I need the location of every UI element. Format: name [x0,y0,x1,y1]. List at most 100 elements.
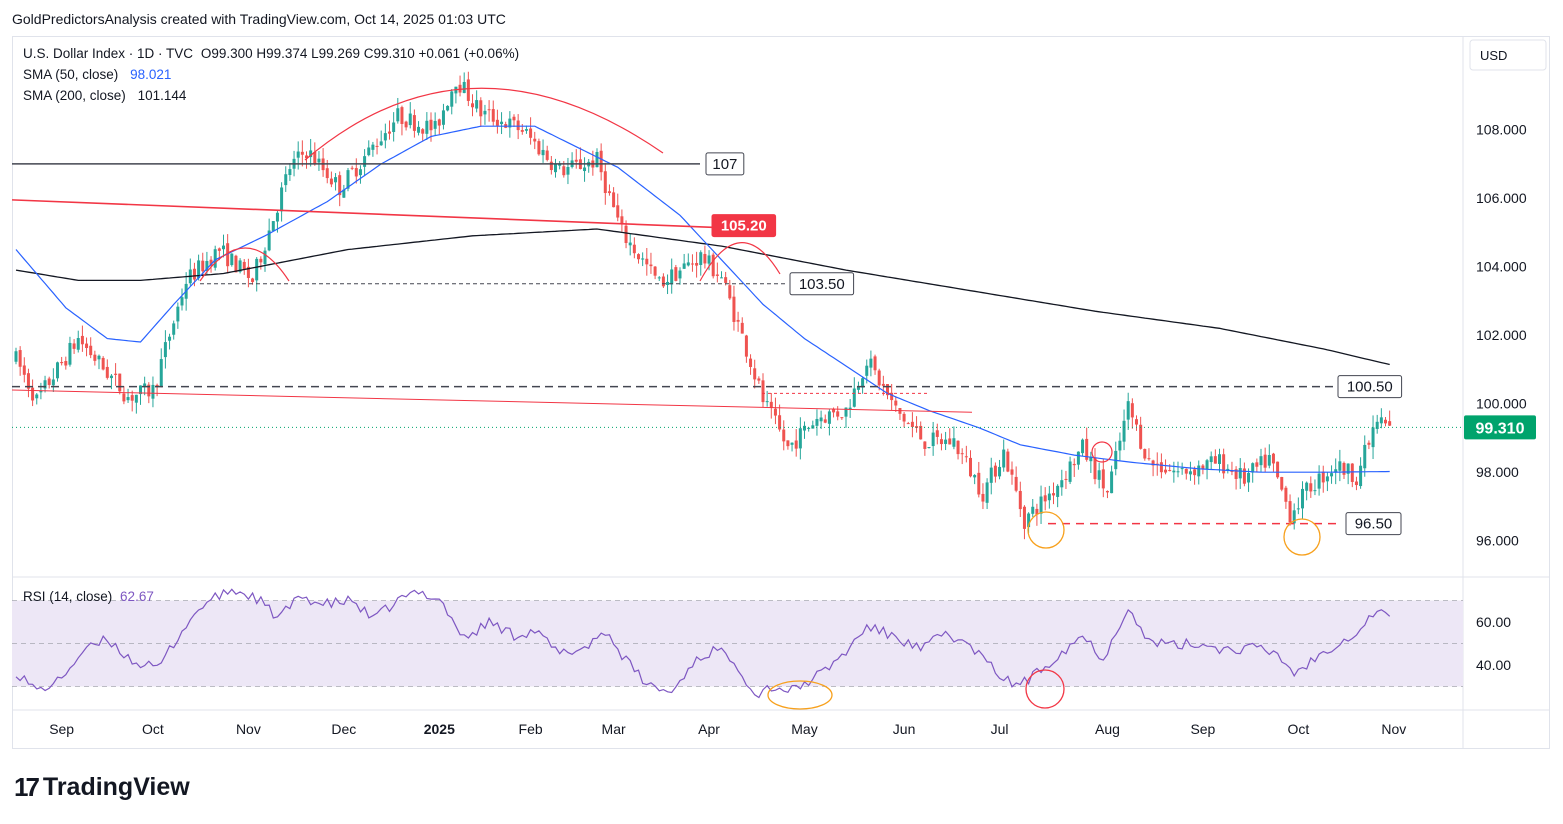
candle-body [1354,481,1358,486]
candle-body [670,269,674,285]
legend-rsi-label: RSI (14, close) [23,589,113,604]
candle-body [271,221,275,231]
candle-body [217,248,221,251]
candle-body [1147,458,1151,460]
candle-body [101,357,105,370]
label-107-box [705,152,745,176]
candle-body [877,370,881,386]
candle-body [1280,476,1284,490]
tradingview-logo[interactable]: 17 TradingView [14,772,190,803]
candle-body [1276,461,1280,478]
legend-sma50-label: SMA (50, close) [23,67,119,82]
candle-body [379,141,383,146]
candle-body [1101,469,1105,489]
candle-body [827,411,831,424]
candle-body [1089,456,1093,462]
candle-body [230,253,234,266]
candle-body [238,260,242,272]
time-tick-label: Dec [331,721,356,737]
candle-body [234,255,238,273]
candle-body [815,418,819,426]
candle-body [740,322,744,334]
time-tick-label: 2025 [424,721,455,737]
candle-body [666,281,670,285]
candle-body [309,150,313,158]
candle-body [1188,471,1192,475]
last-price-label: 99.310 [1476,420,1525,437]
candle-body [541,149,545,156]
legend-sma200-row[interactable]: SMA (200, close) 101.144 [23,88,186,103]
candle-body [338,175,342,196]
candle-body [583,167,587,172]
candle-body [1234,469,1238,479]
candle-body [1350,463,1354,482]
candle-body [1263,454,1267,468]
legend-rsi-row[interactable]: RSI (14, close) 62.67 [23,589,154,604]
candle-body [242,261,246,270]
candle-body [89,345,93,356]
candle-body [147,384,151,397]
annotations-group: 107 105.20 103.50 100.50 96.50 99.310 [11,87,1536,710]
candle-body [778,415,782,430]
candle-body [105,366,109,378]
candle-body [599,150,603,173]
candle-body [1218,454,1221,464]
candle-body [595,151,599,168]
candle-body [329,178,333,185]
candle-body [383,133,387,141]
time-tick-label: May [791,721,817,737]
candle-body [1143,449,1147,459]
candle-body [168,336,172,341]
candle-body [790,442,794,445]
candle-body [275,212,279,222]
candle-body [661,276,665,287]
candle-body [1346,463,1350,474]
candle-body [1305,482,1309,491]
currency-label: USD [1480,48,1507,63]
candle-body [744,335,748,357]
candle-body [985,482,989,503]
candle-body [462,81,466,94]
candle-body [400,107,404,124]
rsi-line [15,588,1391,699]
legend-sma50-row[interactable]: SMA (50, close) 98.021 [23,67,171,82]
candle-body [948,438,952,445]
candle-body [1135,419,1138,425]
candle-body [425,120,429,134]
candle-body [512,116,516,121]
candle-body [441,110,445,125]
candle-body [554,163,557,173]
candle-body [516,120,520,131]
candle-body [537,141,541,155]
candle-body [865,365,869,376]
time-tick-label: Nov [236,721,261,737]
candle-body [699,252,703,265]
candle-body [139,385,142,395]
price-tick-label: 102.000 [1476,327,1527,343]
candle-body [1039,496,1043,514]
candle-body [1325,476,1329,482]
candle-body [960,453,964,455]
rsi-tick-label: 40.00 [1476,657,1511,673]
time-tick-label: Oct [1287,721,1309,737]
chart-frame[interactable] [12,36,1550,749]
candle-body [408,113,412,126]
candle-body [93,354,97,361]
candle-body [869,358,873,368]
price-tick-label: 98.000 [1476,464,1519,480]
candle-body [122,393,126,402]
candle-body [251,278,255,282]
candle-body [832,409,836,413]
candle-body [773,408,777,416]
candle-body [192,268,196,280]
candle-body [603,171,607,194]
candle-body [313,151,317,165]
candle-body [969,457,972,477]
candle-body [724,277,728,283]
candles-group [14,71,1392,540]
candle-body [375,145,379,147]
candle-body [1151,460,1155,466]
candle-body [114,373,118,375]
candle-body [1342,462,1346,475]
